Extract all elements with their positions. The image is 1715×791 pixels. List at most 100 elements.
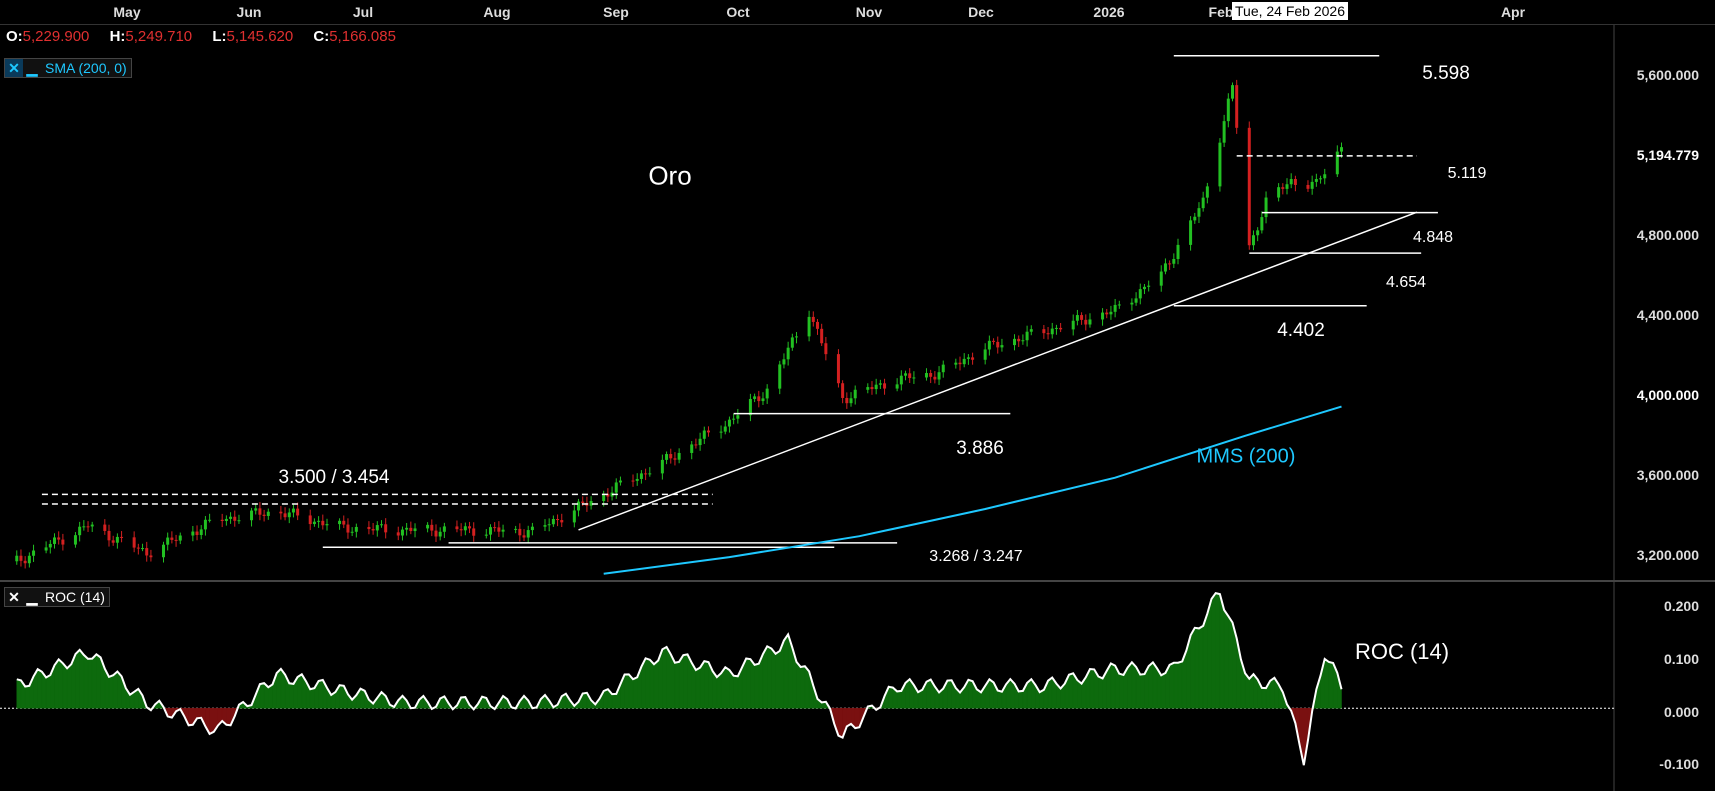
candle-body — [820, 328, 824, 344]
minimize-icon[interactable]: ▁ — [26, 59, 38, 76]
open-value: 5,229.900 — [22, 28, 90, 45]
roc-fill — [1140, 673, 1145, 709]
roc-fill — [1127, 661, 1133, 709]
high-value: 5,249.710 — [125, 28, 193, 45]
candle-body — [258, 508, 262, 515]
roc-fill — [1173, 662, 1179, 709]
candle-body — [354, 526, 358, 532]
candle-body — [702, 430, 706, 439]
candle-body — [954, 362, 958, 365]
roc-fill — [45, 674, 51, 709]
candle-body — [472, 528, 476, 536]
candle-body — [606, 493, 610, 497]
candle-body — [1029, 329, 1033, 332]
roc-fill — [754, 663, 760, 709]
roc-fill — [96, 653, 101, 709]
close-icon[interactable]: ✕ — [5, 59, 23, 77]
month-label: May — [113, 4, 141, 20]
roc-fill — [662, 646, 667, 709]
candle-body — [841, 383, 845, 398]
candle-body — [15, 555, 19, 562]
roc-fill — [632, 676, 638, 709]
roc-fill — [1068, 673, 1074, 709]
roc-fill — [318, 679, 324, 709]
month-label: Apr — [1500, 4, 1526, 20]
roc-fill — [750, 658, 755, 709]
candle-body — [145, 548, 149, 556]
roc-fill — [762, 646, 768, 709]
candle-body — [279, 511, 283, 514]
low-value: 5,145.620 — [226, 28, 294, 45]
candle-body — [790, 337, 794, 348]
chart-title: Oro — [648, 160, 692, 191]
candle-body — [786, 347, 790, 360]
roc-fill — [66, 663, 72, 709]
candle-body — [1163, 263, 1167, 272]
candle-body — [166, 537, 170, 545]
sma-200-line — [603, 405, 1342, 575]
month-label: Nov — [855, 4, 883, 20]
candle-body — [237, 520, 241, 522]
roc-fill — [649, 659, 655, 709]
candle-body — [765, 388, 769, 399]
candle-body — [614, 482, 618, 493]
sma-indicator-tag: ✕ ▁ SMA (200, 0) — [4, 58, 132, 78]
cursor-date-label: Tue, 24 Feb 2026 — [1232, 2, 1349, 20]
candle-body — [1256, 230, 1260, 236]
candle-body — [1042, 329, 1046, 334]
candle-body — [44, 547, 48, 551]
candle-body — [375, 525, 379, 531]
candle-body — [136, 547, 140, 549]
roc-fill — [704, 660, 709, 709]
candle-body — [883, 383, 887, 389]
candle-body — [962, 358, 966, 365]
candle-body — [878, 383, 882, 385]
roc-fill — [75, 649, 80, 709]
candle-body — [530, 526, 534, 531]
candle-body — [141, 548, 145, 550]
candle-body — [753, 396, 757, 399]
candle-body — [992, 340, 996, 342]
month-label: Feb — [1208, 4, 1234, 20]
candle-body — [1113, 304, 1117, 312]
roc-fill — [854, 707, 860, 729]
roc-tick: 0.000 — [1663, 704, 1699, 720]
roc-fill — [926, 679, 931, 709]
roc-fill — [79, 649, 85, 709]
candle-body — [86, 526, 90, 528]
close-icon[interactable]: ✕ — [8, 588, 20, 605]
roc-line — [16, 591, 1343, 766]
candle-body — [795, 336, 799, 338]
month-label: Oct — [726, 4, 750, 20]
roc-fill — [339, 684, 345, 709]
roc-indicator-tag: ✕ ▁ ROC (14) — [4, 587, 110, 607]
candle-body — [1025, 331, 1029, 341]
roc-fill — [83, 654, 89, 709]
candle-body — [220, 519, 224, 522]
month-label: Jul — [352, 4, 374, 20]
close-value: 5,166.085 — [329, 28, 396, 45]
candle-body — [1340, 147, 1344, 152]
roc-fill — [1018, 690, 1024, 709]
roc-tick: -0.100 — [1659, 756, 1699, 772]
roc-fill — [683, 654, 688, 709]
roc-fill — [1169, 662, 1175, 709]
candle-body — [73, 535, 77, 545]
candle-body — [400, 529, 404, 536]
candle-body — [547, 524, 551, 526]
roc-fill — [460, 696, 466, 709]
candle-body — [1193, 216, 1197, 221]
candle-body — [1260, 217, 1264, 231]
price-tick: 4,000.000 — [1636, 387, 1699, 403]
candle-body — [698, 438, 702, 446]
roc-fill — [1219, 594, 1225, 709]
candle-body — [690, 444, 694, 453]
candle-body — [1201, 197, 1205, 209]
minimize-icon[interactable]: ▁ — [26, 588, 38, 605]
candle-body — [572, 510, 576, 523]
candle-body — [287, 512, 291, 518]
roc-fill — [1324, 658, 1330, 709]
candle-body — [895, 384, 899, 389]
candle-body — [635, 478, 639, 481]
